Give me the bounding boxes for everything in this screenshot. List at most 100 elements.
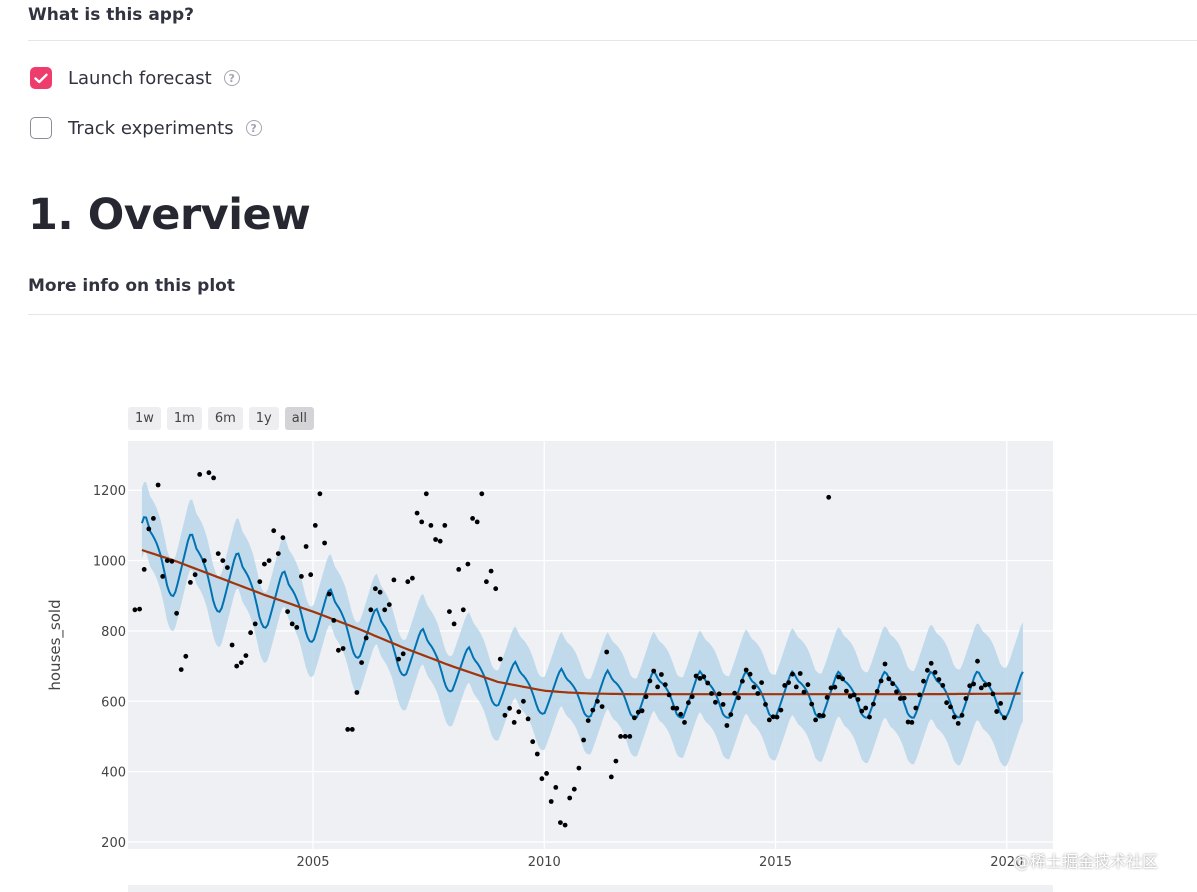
observation-point[interactable] — [349, 727, 355, 732]
observation-point[interactable] — [674, 705, 680, 711]
observation-point[interactable] — [1002, 715, 1007, 721]
observation-point[interactable] — [809, 701, 815, 707]
observation-point[interactable] — [257, 579, 263, 585]
observation-point[interactable] — [359, 660, 364, 665]
observation-point[interactable] — [689, 694, 695, 700]
observation-point[interactable] — [817, 712, 822, 718]
observation-point[interactable] — [755, 691, 761, 696]
observation-point[interactable] — [701, 674, 707, 680]
observation-point[interactable] — [805, 682, 811, 688]
observation-point[interactable] — [759, 680, 764, 685]
observation-point[interactable] — [639, 708, 645, 714]
observation-point[interactable] — [516, 709, 522, 715]
observation-point[interactable] — [539, 776, 545, 782]
observation-point[interactable] — [982, 682, 988, 688]
observation-point[interactable] — [990, 691, 996, 697]
observation-point[interactable] — [595, 698, 600, 704]
observation-point[interactable] — [894, 689, 899, 695]
observation-point[interactable] — [474, 519, 480, 525]
observation-point[interactable] — [497, 656, 503, 662]
observation-point[interactable] — [465, 561, 471, 567]
observation-point[interactable] — [377, 589, 383, 595]
observation-point[interactable] — [713, 699, 718, 705]
observation-point[interactable] — [280, 535, 286, 541]
observation-point[interactable] — [824, 695, 830, 700]
observation-point[interactable] — [871, 701, 876, 707]
observation-point[interactable] — [886, 676, 892, 682]
observation-point[interactable] — [234, 663, 240, 669]
plot-info-expander[interactable]: More info on this plot — [28, 276, 235, 296]
track-experiments-checkbox-row[interactable]: Track experiments ? — [30, 114, 262, 142]
observation-point[interactable] — [169, 558, 175, 564]
observation-point[interactable] — [613, 758, 619, 764]
observation-point[interactable] — [571, 786, 577, 792]
observation-point[interactable] — [220, 558, 226, 563]
track-experiments-checkbox[interactable] — [30, 117, 52, 139]
observation-point[interactable] — [437, 538, 443, 544]
observation-point[interactable] — [778, 707, 784, 713]
observation-point[interactable] — [581, 737, 586, 743]
observation-point[interactable] — [747, 671, 753, 677]
observation-point[interactable] — [905, 719, 911, 725]
observation-point[interactable] — [955, 721, 961, 726]
observation-point[interactable] — [160, 574, 166, 579]
observation-point[interactable] — [686, 700, 691, 706]
observation-point[interactable] — [618, 734, 623, 739]
observation-point[interactable] — [530, 739, 536, 745]
observation-point[interactable] — [836, 674, 842, 680]
observation-point[interactable] — [174, 610, 180, 616]
observation-point[interactable] — [303, 544, 309, 549]
observation-point[interactable] — [898, 696, 903, 701]
observation-point[interactable] — [433, 537, 438, 542]
observation-point[interactable] — [901, 695, 907, 701]
observation-point[interactable] — [840, 676, 845, 682]
observation-point[interactable] — [913, 705, 919, 711]
observation-point[interactable] — [882, 661, 888, 667]
observation-point[interactable] — [790, 671, 795, 677]
observation-point[interactable] — [183, 653, 189, 659]
observation-point[interactable] — [521, 698, 526, 704]
observation-point[interactable] — [479, 491, 485, 497]
observation-point[interactable] — [488, 568, 494, 574]
observation-point[interactable] — [928, 660, 934, 666]
observation-point[interactable] — [627, 734, 633, 739]
observation-point[interactable] — [716, 691, 722, 697]
observation-point[interactable] — [502, 712, 508, 718]
observation-point[interactable] — [921, 678, 926, 684]
observation-point[interactable] — [155, 482, 161, 488]
observation-point[interactable] — [932, 670, 938, 675]
observation-point[interactable] — [238, 660, 244, 665]
observation-point[interactable] — [770, 714, 776, 720]
observation-point[interactable] — [909, 720, 915, 725]
question-circle-icon[interactable]: ? — [223, 70, 240, 86]
observation-point[interactable] — [363, 635, 369, 641]
observation-point[interactable] — [525, 716, 531, 722]
observation-point[interactable] — [604, 649, 610, 655]
observation-point[interactable] — [544, 771, 549, 776]
observation-point[interactable] — [206, 470, 212, 476]
observation-point[interactable] — [137, 606, 143, 612]
observation-point[interactable] — [285, 609, 290, 614]
observation-point[interactable] — [682, 720, 687, 725]
range-button-1y[interactable]: 1y — [248, 407, 279, 430]
observation-point[interactable] — [666, 692, 672, 698]
observation-point[interactable] — [705, 680, 711, 686]
observation-point[interactable] — [820, 713, 826, 719]
observation-point[interactable] — [211, 475, 217, 481]
observation-point[interactable] — [971, 681, 976, 687]
observation-point[interactable] — [146, 526, 152, 532]
observation-point[interactable] — [874, 689, 880, 694]
observation-point[interactable] — [368, 607, 374, 613]
observation-point[interactable] — [275, 551, 281, 556]
observation-point[interactable] — [289, 621, 295, 627]
observation-point[interactable] — [863, 705, 869, 711]
observation-point[interactable] — [132, 607, 138, 613]
observation-point[interactable] — [456, 567, 462, 572]
observation-point[interactable] — [801, 689, 807, 695]
observation-point[interactable] — [590, 707, 596, 713]
observation-point[interactable] — [294, 625, 300, 630]
observation-point[interactable] — [978, 685, 984, 691]
observation-point[interactable] — [317, 491, 323, 497]
observation-point[interactable] — [414, 510, 420, 516]
observation-point[interactable] — [786, 680, 791, 685]
